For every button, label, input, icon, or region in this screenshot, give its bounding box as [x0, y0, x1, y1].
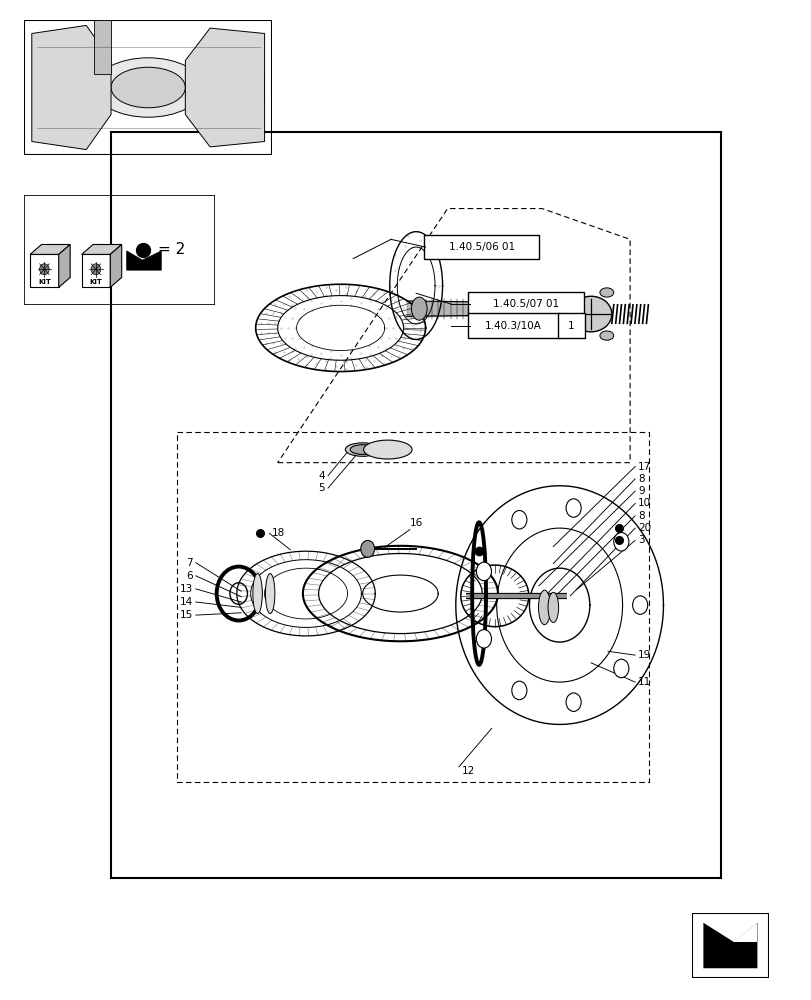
Ellipse shape [252, 574, 262, 614]
Text: 1.40.5/07 01: 1.40.5/07 01 [492, 299, 558, 309]
Polygon shape [733, 923, 757, 942]
Text: = 2: = 2 [158, 242, 185, 257]
Circle shape [613, 533, 628, 551]
Ellipse shape [350, 445, 375, 454]
Text: 16: 16 [409, 518, 423, 528]
Ellipse shape [345, 443, 380, 456]
Text: 13: 13 [179, 584, 192, 594]
Text: KIT: KIT [89, 279, 102, 285]
Text: 1.40.5/06 01: 1.40.5/06 01 [448, 242, 514, 252]
Circle shape [476, 562, 491, 581]
Ellipse shape [363, 440, 411, 459]
Ellipse shape [91, 264, 101, 275]
Text: 18: 18 [271, 528, 285, 538]
Text: 7: 7 [186, 558, 192, 568]
Text: 5: 5 [318, 483, 324, 493]
Ellipse shape [599, 331, 613, 340]
Text: 15: 15 [179, 610, 192, 620]
Polygon shape [81, 254, 110, 287]
Circle shape [565, 693, 581, 711]
Bar [93, 20, 111, 74]
Text: 8: 8 [637, 511, 644, 521]
Circle shape [613, 659, 628, 678]
Polygon shape [127, 251, 161, 270]
Text: 8: 8 [637, 474, 644, 484]
Circle shape [511, 681, 526, 700]
Text: 3: 3 [637, 535, 644, 545]
Ellipse shape [360, 540, 374, 557]
Text: 6: 6 [186, 571, 192, 581]
Polygon shape [697, 918, 762, 973]
Ellipse shape [547, 592, 558, 623]
Circle shape [565, 499, 581, 517]
Polygon shape [58, 244, 70, 287]
Circle shape [476, 630, 491, 648]
Circle shape [632, 596, 647, 614]
Ellipse shape [111, 67, 185, 108]
Polygon shape [81, 244, 122, 254]
Text: 14: 14 [179, 597, 192, 607]
Ellipse shape [599, 288, 613, 297]
Text: 17: 17 [637, 462, 650, 472]
Text: 11: 11 [637, 677, 650, 687]
Polygon shape [30, 254, 58, 287]
Text: KIT: KIT [38, 279, 51, 285]
Polygon shape [30, 244, 70, 254]
Polygon shape [32, 25, 111, 150]
FancyBboxPatch shape [557, 313, 585, 338]
Text: 1.40.3/10A: 1.40.3/10A [485, 321, 542, 331]
FancyBboxPatch shape [467, 313, 559, 338]
FancyBboxPatch shape [423, 235, 539, 259]
Ellipse shape [40, 264, 49, 275]
Ellipse shape [93, 58, 203, 117]
Polygon shape [185, 28, 264, 147]
Ellipse shape [411, 297, 427, 320]
Bar [32, 77, 264, 98]
Text: 1: 1 [568, 321, 574, 331]
Ellipse shape [569, 296, 611, 332]
Text: 12: 12 [461, 766, 474, 776]
Text: 19: 19 [637, 650, 650, 660]
Ellipse shape [265, 574, 275, 614]
Polygon shape [110, 244, 122, 287]
Circle shape [511, 511, 526, 529]
Ellipse shape [538, 590, 550, 625]
Text: 4: 4 [318, 471, 324, 481]
Text: 10: 10 [637, 498, 650, 508]
FancyBboxPatch shape [467, 292, 583, 316]
FancyBboxPatch shape [111, 132, 720, 878]
Text: 20: 20 [637, 523, 650, 533]
Polygon shape [702, 923, 757, 968]
Text: 9: 9 [637, 486, 644, 496]
